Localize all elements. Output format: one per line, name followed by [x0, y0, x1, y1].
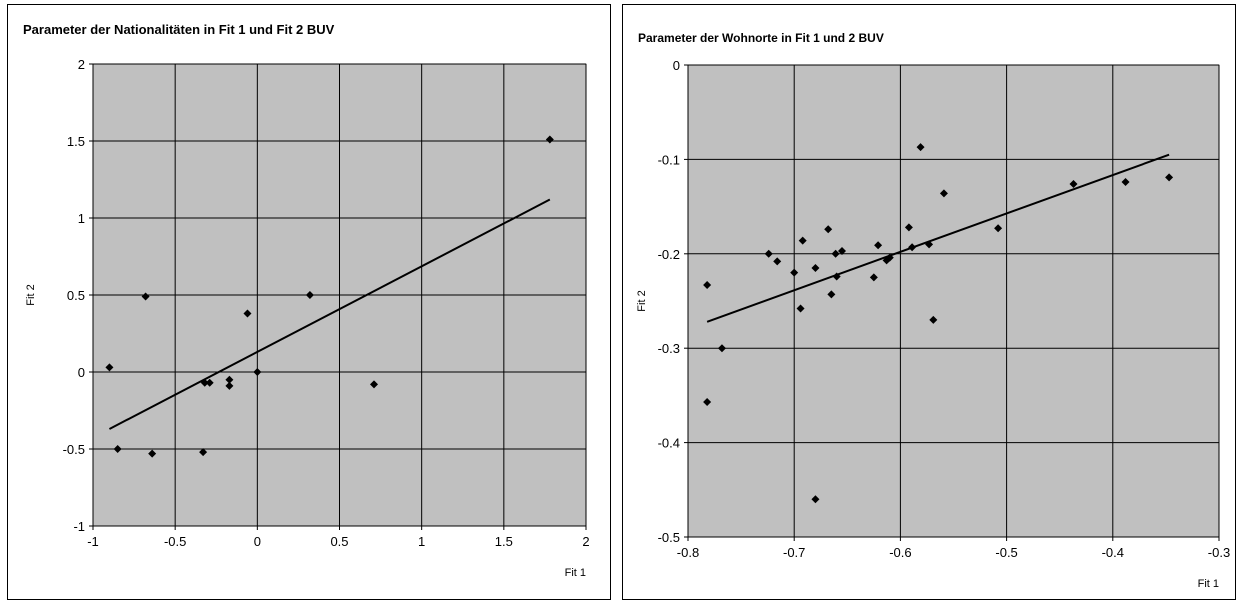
- data-point: [837, 246, 846, 255]
- data-point: [105, 363, 114, 372]
- data-point: [205, 378, 214, 387]
- x-tick-label: -0.8: [677, 545, 699, 560]
- y-tick-label: 0.5: [67, 288, 85, 303]
- y-tick-label: -0.2: [658, 247, 680, 262]
- data-point: [1165, 173, 1174, 182]
- data-point: [305, 291, 314, 299]
- x-tick-label: 1: [418, 534, 425, 549]
- data-point: [929, 315, 938, 324]
- data-point: [199, 448, 208, 457]
- scatter-plot-nationalitaeten: -1 -0.5 0 0.5 1 1.5 2 -1 -0.5 0 0.5 1 1.5 2 Fit 1 Fit 2: [25, 57, 590, 579]
- data-point: [113, 445, 122, 453]
- data-point: [370, 380, 379, 389]
- data-point: [831, 249, 840, 258]
- data-point: [717, 344, 726, 353]
- data-point: [243, 309, 252, 318]
- data-point: [925, 240, 934, 249]
- data-point: [225, 381, 234, 390]
- x-tick-label: -0.5: [164, 534, 186, 549]
- x-axis-title: Fit 1: [565, 567, 586, 579]
- data-point: [545, 135, 554, 144]
- data-point: [200, 378, 209, 387]
- data-point: [832, 272, 841, 281]
- x-tick-label: -0.5: [995, 545, 1017, 560]
- y-tick-label: 1.5: [67, 134, 85, 149]
- data-point: [811, 263, 820, 272]
- y-tick-label: -1: [73, 519, 85, 534]
- y-tick-label: -0.4: [658, 436, 680, 451]
- scatter-plot-wohnorte: -0.8 -0.7 -0.6 -0.5 -0.4 -0.3 -0.5 -0.4 -0.3 -0.2…: [636, 58, 1230, 590]
- data-point: [908, 243, 917, 252]
- data-point: [811, 495, 820, 504]
- x-tick-label: 2: [582, 534, 589, 549]
- x-tick-label: -0.7: [783, 545, 805, 560]
- data-point: [703, 280, 712, 289]
- y-tick-label: -0.5: [658, 530, 680, 545]
- y-tick-label: -0.5: [63, 442, 85, 457]
- data-point: [824, 225, 833, 234]
- data-point: [1121, 178, 1130, 187]
- x-axis-title: Fit 1: [1198, 578, 1219, 590]
- y-tick-label: -0.1: [658, 152, 680, 167]
- x-tick-label: -0.6: [889, 545, 911, 560]
- data-point: [827, 290, 836, 299]
- data-point: [994, 224, 1003, 233]
- chart-wohnorte: Parameter der Wohnorte in Fit 1 und 2 BU…: [622, 4, 1236, 600]
- x-tick-label: 0: [254, 534, 261, 549]
- data-point: [764, 249, 773, 258]
- data-point: [939, 189, 948, 198]
- trendline: [706, 153, 1170, 323]
- data-point: [869, 273, 878, 282]
- data-point: [1069, 179, 1078, 188]
- chart-title: Parameter der Wohnorte in Fit 1 und 2 BU…: [638, 31, 884, 45]
- y-tick-label: 0: [78, 365, 85, 380]
- x-tick-label: 0.5: [330, 534, 348, 549]
- data-point: [141, 292, 150, 301]
- x-tick-label: -1: [87, 534, 99, 549]
- data-point: [253, 368, 262, 376]
- data-point: [904, 223, 913, 232]
- data-point: [148, 449, 157, 458]
- y-tick-label: -0.3: [658, 341, 680, 356]
- data-point: [703, 398, 712, 407]
- y-tick-label: 1: [78, 211, 85, 226]
- x-tick-label: -0.3: [1208, 545, 1230, 560]
- data-point: [798, 236, 807, 245]
- x-tick-label: -0.4: [1102, 545, 1124, 560]
- y-tick-label: 2: [78, 57, 85, 72]
- chart-nationalitaeten: Parameter der Nationalitäten in Fit 1 un…: [7, 4, 611, 600]
- trendline: [108, 198, 551, 430]
- y-tick-label: 0: [673, 58, 680, 73]
- data-point: [790, 268, 799, 277]
- plot-area: [687, 64, 1220, 538]
- data-point: [916, 143, 925, 152]
- x-tick-label: 1.5: [495, 534, 513, 549]
- chart-title: Parameter der Nationalitäten in Fit 1 un…: [23, 22, 335, 37]
- data-point: [773, 257, 782, 266]
- data-point: [225, 375, 234, 384]
- data-point: [885, 253, 894, 262]
- data-point: [874, 241, 883, 250]
- y-axis-title: Fit 2: [636, 290, 648, 311]
- data-point: [796, 304, 805, 313]
- y-axis-title: Fit 2: [25, 284, 37, 305]
